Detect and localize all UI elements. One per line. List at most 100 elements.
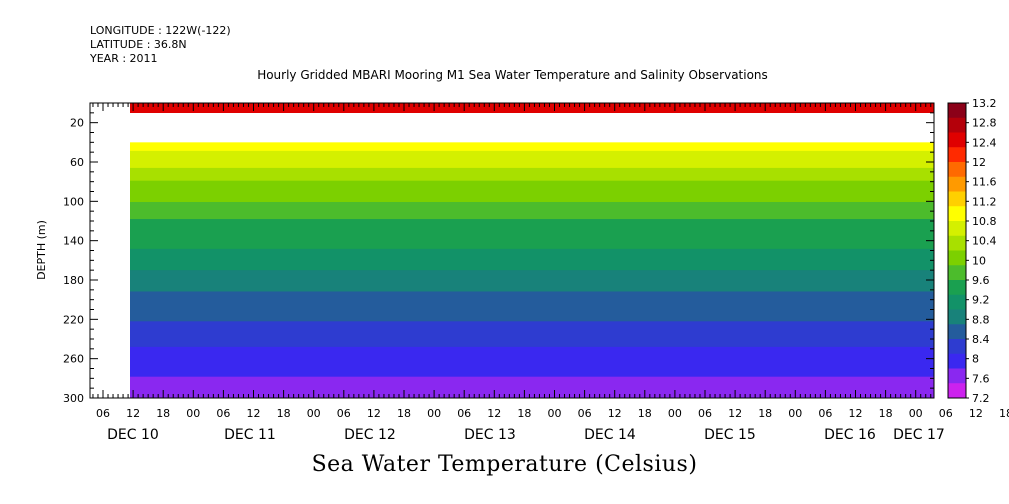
colorbar-swatch <box>948 368 966 384</box>
y-tick-label: 140 <box>63 235 84 248</box>
temperature-band <box>130 299 934 305</box>
temperature-band <box>130 142 934 148</box>
temperature-band <box>130 355 934 361</box>
temperature-band <box>130 278 934 284</box>
colorbar-swatch <box>948 147 966 163</box>
y-tick-label: 60 <box>70 156 84 169</box>
colorbar-swatch <box>948 117 966 133</box>
temperature-band <box>130 180 934 186</box>
y-axis: 20 60 100 140 180 220 260 300 <box>63 102 934 405</box>
colorbar-frame <box>947 102 967 399</box>
x-hour-label: 06 <box>939 407 953 420</box>
x-hour-label: 06 <box>578 407 592 420</box>
colorbar-swatch <box>948 162 966 178</box>
colorbar-swatch <box>948 191 966 207</box>
temperature-band <box>130 274 934 280</box>
temperature-band <box>130 159 934 165</box>
colorbar-tick-label: 10.8 <box>972 215 997 228</box>
x-hour-label: 12 <box>247 407 261 420</box>
colorbar-tick-label: 13.2 <box>972 97 997 110</box>
temperature-band <box>130 338 934 344</box>
x-day-label: DEC 14 <box>584 427 636 443</box>
temperature-band <box>130 393 934 398</box>
colorbar: 13.2 12.8 12.4 12 11.6 11.2 10.8 10.4 10 9.6 9.2 8.… <box>947 97 997 405</box>
temperature-band <box>130 287 934 293</box>
temperature-band <box>130 172 934 178</box>
x-hour-label: 18 <box>758 407 772 420</box>
x-hour-label: 12 <box>849 407 863 420</box>
temperature-band <box>130 201 934 207</box>
temperature-band <box>130 240 934 246</box>
x-hour-label: 06 <box>216 407 230 420</box>
colorbar-tick-label: 8.4 <box>972 333 990 346</box>
temperature-band <box>130 368 934 374</box>
temperature-band <box>130 210 934 216</box>
x-hour-label: 00 <box>788 407 802 420</box>
x-day-label: DEC 10 <box>107 427 159 443</box>
temperature-band <box>130 248 934 254</box>
temperature-band <box>130 244 934 250</box>
colorbar-tick-label: 9.6 <box>972 274 990 287</box>
colorbar-swatch <box>948 294 966 310</box>
colorbar-swatch <box>948 235 966 251</box>
x-hour-label: 18 <box>638 407 652 420</box>
colorbar-swatch <box>948 324 966 340</box>
temperature-band <box>130 146 934 152</box>
temperature-band <box>130 257 934 263</box>
colorbar-swatch <box>948 280 966 296</box>
colorbar-swatch <box>948 250 966 266</box>
x-hour-label: 12 <box>728 407 742 420</box>
temperature-band <box>130 321 934 327</box>
x-hour-label: 12 <box>969 407 983 420</box>
temperature-band <box>130 167 934 173</box>
colorbar-tick-label: 9.2 <box>972 294 990 307</box>
y-tick-label: 180 <box>63 274 84 287</box>
x-hour-label: 06 <box>698 407 712 420</box>
temperature-band <box>130 346 934 352</box>
colorbar-tick-label: 10.4 <box>972 235 997 248</box>
temperature-band <box>130 385 934 391</box>
latitude-label: LATITUDE : 36.8N <box>90 38 187 51</box>
colorbar-tick-label: 10 <box>972 254 986 267</box>
longitude-label: LONGITUDE : 122W(-122) <box>90 24 231 37</box>
y-tick-label: 100 <box>63 195 84 208</box>
temperature-band <box>130 372 934 378</box>
colorbar-swatch <box>948 221 966 237</box>
colorbar-swatch <box>948 176 966 192</box>
colorbar-swatch <box>948 132 966 148</box>
colorbar-tick-label: 7.6 <box>972 372 990 385</box>
temperature-band <box>130 376 934 382</box>
colorbar-swatch <box>948 339 966 355</box>
x-day-label: DEC 15 <box>704 427 756 443</box>
colorbar-swatch <box>948 103 966 119</box>
chart-title: Hourly Gridded MBARI Mooring M1 Sea Wate… <box>257 68 768 82</box>
temperature-band <box>130 236 934 241</box>
x-hour-label: 18 <box>879 407 893 420</box>
colorbar-tick-label: 12 <box>972 156 986 169</box>
temperature-band <box>130 206 934 212</box>
temperature-band <box>130 363 934 369</box>
x-hour-label: 12 <box>367 407 381 420</box>
x-day-label: DEC 11 <box>224 427 276 443</box>
colorbar-tick-label: 12.8 <box>972 117 997 130</box>
temperature-band <box>130 295 934 301</box>
x-day-label: DEC 16 <box>824 427 876 443</box>
x-hour-label: 06 <box>96 407 110 420</box>
temperature-band <box>130 184 934 190</box>
temperature-band <box>130 155 934 160</box>
temperature-band <box>130 308 934 314</box>
temperature-band <box>130 312 934 318</box>
x-hour-label: 18 <box>277 407 291 420</box>
temperature-field <box>130 142 934 398</box>
temperature-band <box>130 163 934 169</box>
y-axis-label: DEPTH (m) <box>35 220 48 280</box>
x-day-label: DEC 13 <box>464 427 516 443</box>
temperature-band <box>130 380 934 386</box>
colorbar-tick-label: 11.6 <box>972 176 997 189</box>
colorbar-title: Sea Water Temperature (Celsius) <box>311 452 698 477</box>
x-hour-label: 06 <box>818 407 832 420</box>
temperature-band <box>130 261 934 267</box>
temperature-band <box>130 150 934 156</box>
temperature-band <box>130 291 934 297</box>
